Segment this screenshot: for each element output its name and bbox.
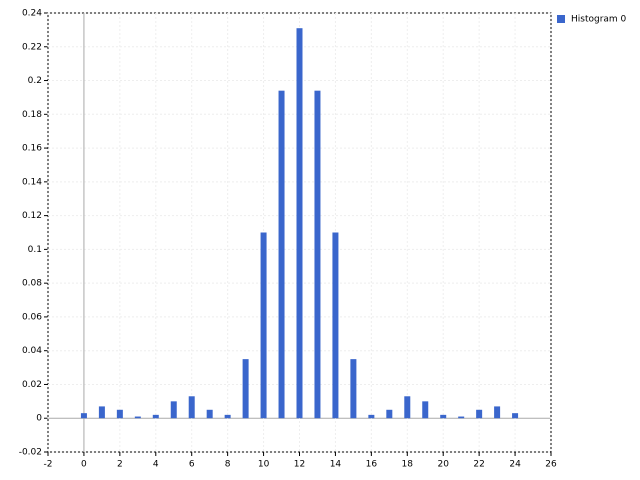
bar bbox=[278, 90, 285, 419]
bar bbox=[476, 409, 483, 419]
bar bbox=[350, 359, 357, 419]
bar bbox=[296, 28, 303, 419]
bar bbox=[404, 396, 411, 419]
legend-label: Histogram 0 bbox=[571, 15, 627, 25]
bar bbox=[440, 414, 447, 419]
y-tick-label: 0.1 bbox=[28, 245, 42, 255]
bar bbox=[422, 401, 429, 419]
y-tick-label: 0 bbox=[36, 414, 42, 424]
x-tick-label: 22 bbox=[473, 460, 484, 470]
bar bbox=[80, 413, 87, 419]
bar bbox=[386, 409, 393, 419]
y-tick-label: 0.24 bbox=[22, 9, 42, 19]
bar bbox=[494, 406, 501, 419]
x-tick-label: 8 bbox=[225, 460, 231, 470]
x-tick-label: 24 bbox=[509, 460, 521, 470]
bar bbox=[116, 409, 123, 419]
bar bbox=[224, 414, 231, 419]
bar bbox=[368, 414, 375, 419]
bar bbox=[512, 413, 519, 419]
y-tick-label: 0.16 bbox=[22, 144, 42, 154]
y-tick-label: 0.22 bbox=[22, 42, 42, 52]
bar bbox=[170, 401, 177, 419]
bar bbox=[98, 406, 105, 419]
y-tick-label: 0.08 bbox=[22, 279, 42, 289]
y-tick-label: 0.12 bbox=[22, 211, 42, 221]
x-tick-label: 0 bbox=[81, 460, 87, 470]
y-tick-label: 0.06 bbox=[22, 312, 42, 322]
x-tick-label: 26 bbox=[545, 460, 557, 470]
x-tick-label: 4 bbox=[153, 460, 159, 470]
bar bbox=[242, 359, 249, 419]
y-tick-label: -0.02 bbox=[19, 448, 42, 458]
x-tick-label: 16 bbox=[366, 460, 378, 470]
x-tick-label: 2 bbox=[117, 460, 123, 470]
bar bbox=[314, 90, 321, 419]
x-tick-label: 12 bbox=[294, 460, 305, 470]
y-tick-label: 0.02 bbox=[22, 380, 42, 390]
bar bbox=[188, 396, 195, 419]
bar bbox=[152, 414, 159, 419]
bar bbox=[332, 232, 339, 419]
bar bbox=[260, 232, 267, 419]
y-tick-label: 0.2 bbox=[28, 76, 42, 86]
x-tick-label: 20 bbox=[437, 460, 449, 470]
bar bbox=[458, 416, 465, 419]
x-tick-label: -2 bbox=[44, 460, 53, 470]
y-tick-label: 0.18 bbox=[22, 110, 42, 120]
bar bbox=[206, 409, 213, 419]
legend-swatch bbox=[557, 15, 565, 23]
x-tick-label: 18 bbox=[402, 460, 414, 470]
x-tick-label: 6 bbox=[189, 460, 195, 470]
x-tick-label: 10 bbox=[258, 460, 270, 470]
bar bbox=[134, 416, 141, 419]
y-tick-label: 0.14 bbox=[22, 177, 42, 187]
x-tick-label: 14 bbox=[330, 460, 342, 470]
y-tick-label: 0.04 bbox=[22, 346, 42, 356]
